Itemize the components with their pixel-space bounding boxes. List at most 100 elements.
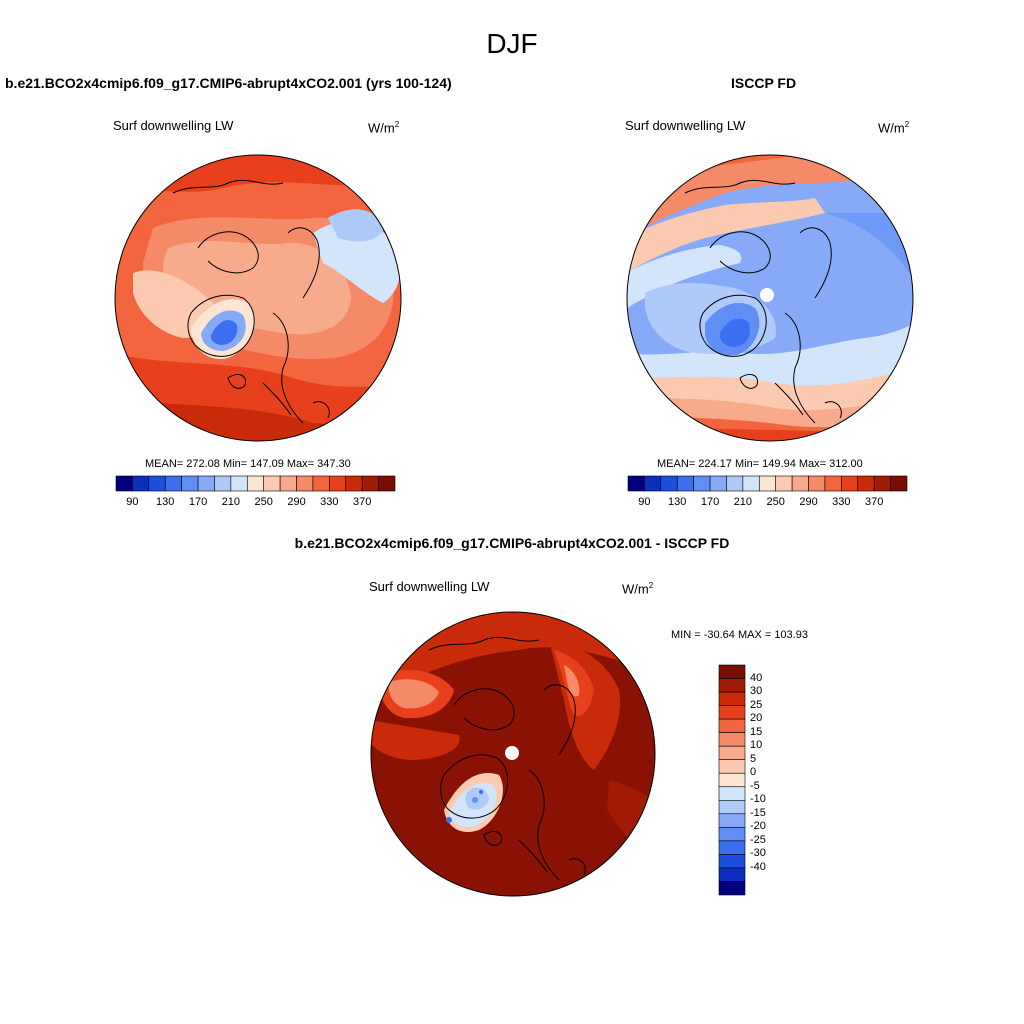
left-colorbar-tick-label: 250: [254, 496, 273, 508]
left-stats: MEAN= 272.08 Min= 147.09 Max= 347.30: [145, 458, 351, 470]
right-colorbar-box: [660, 475, 678, 492]
diff-colorbar-box: [718, 718, 746, 733]
left-colorbar-box: [214, 475, 232, 492]
left-colorbar-box: [296, 475, 314, 492]
left-colorbar-box: [132, 475, 150, 492]
left-colorbar-box: [164, 475, 182, 492]
left-colorbar-tick-label: 330: [320, 496, 339, 508]
right-colorbar-tick-label: 330: [832, 496, 851, 508]
diff-colorbar-box: [718, 732, 746, 747]
left-colorbar-box: [345, 475, 363, 492]
right-colorbar: [627, 475, 908, 492]
left-colorbar-tick-label: 370: [352, 496, 372, 508]
right-colorbar-box: [676, 475, 694, 492]
right-unit-label: W/m2: [878, 120, 910, 136]
left-colorbar-ticks: 90 130 170 210 250 290 330 370: [116, 496, 395, 510]
diff-colorbar-box: [718, 678, 746, 693]
left-colorbar-box: [115, 475, 133, 492]
right-variable-label: Surf downwelling LW: [625, 118, 746, 133]
right-colorbar-box: [758, 475, 776, 492]
right-colorbar-ticks: 90 130 170 210 250 290 330 370: [628, 496, 907, 510]
diff-colorbar-box: [718, 867, 746, 882]
left-colorbar-tick-label: 210: [221, 496, 241, 508]
right-colorbar-tick-label: 130: [668, 496, 687, 508]
right-case-title: ISCCP FD: [731, 75, 797, 91]
left-colorbar-box: [279, 475, 297, 492]
diff-colorbar-tick-label: 40: [750, 671, 763, 684]
diff-colorbar-ticks: 40 30 25 20 15 10 5 0 -5 -10 -15 -20 -25 -30 -40: [750, 665, 790, 895]
left-colorbar-tick-label: 90: [126, 496, 139, 508]
diff-colorbar-box: [718, 759, 746, 774]
diff-colorbar-box: [718, 840, 746, 855]
diff-stats: MIN = -30.64 MAX = 103.93: [671, 629, 808, 641]
diff-colorbar-tick-label: -5: [750, 779, 760, 792]
diff-colorbar-tick-label: 30: [750, 685, 763, 698]
diff-unit-label: W/m2: [622, 581, 654, 597]
diff-colorbar-box: [718, 813, 746, 828]
right-colorbar-box: [709, 475, 727, 492]
left-colorbar-tick-label: 290: [287, 496, 306, 508]
diff-colorbar-box: [718, 854, 746, 869]
left-colorbar-box: [329, 475, 347, 492]
right-colorbar-box: [693, 475, 711, 492]
right-colorbar-box: [644, 475, 662, 492]
right-colorbar-tick-label: 370: [864, 496, 884, 508]
left-colorbar-box: [312, 475, 330, 492]
diff-colorbar-tick-label: 20: [750, 712, 763, 725]
left-polar-map: [114, 154, 402, 442]
diff-colorbar-tick-label: -40: [750, 860, 766, 873]
left-colorbar-box: [246, 475, 264, 492]
right-colorbar-box: [873, 475, 891, 492]
left-colorbar-box: [197, 475, 215, 492]
diff-colorbar-tick-label: 10: [750, 739, 763, 752]
diff-colorbar-tick-label: -30: [750, 847, 766, 860]
left-colorbar-tick-label: 170: [188, 496, 208, 508]
right-colorbar-box: [857, 475, 875, 492]
diff-colorbar-box: [718, 772, 746, 788]
diff-colorbar-box: [718, 664, 746, 679]
diff-colorbar-tick-label: 15: [750, 725, 763, 738]
right-colorbar-box: [627, 475, 645, 492]
diff-colorbar-box: [718, 799, 746, 815]
right-colorbar-tick-label: 250: [766, 496, 785, 508]
diff-colorbar-tick-label: -20: [750, 820, 766, 833]
diff-colorbar-tick-label: -10: [750, 793, 766, 806]
right-colorbar-box: [841, 475, 859, 492]
right-colorbar-tick-label: 170: [700, 496, 720, 508]
left-colorbar-box: [378, 475, 396, 492]
left-case-title: b.e21.BCO2x4cmip6.f09_g17.CMIP6-abrupt4x…: [5, 75, 452, 91]
right-polar-map: [626, 154, 914, 442]
left-variable-label: Surf downwelling LW: [113, 118, 234, 133]
diff-colorbar-tick-label: 25: [750, 698, 763, 711]
right-colorbar-box: [824, 475, 842, 492]
diff-colorbar-box: [718, 705, 746, 720]
diff-case-title: b.e21.BCO2x4cmip6.f09_g17.CMIP6-abrupt4x…: [294, 535, 730, 551]
right-colorbar-tick-label: 210: [733, 496, 753, 508]
right-colorbar-box: [791, 475, 809, 492]
diff-colorbar-box: [718, 691, 746, 706]
diff-colorbar-tick-label: 0: [750, 766, 757, 779]
right-colorbar-box: [742, 475, 760, 492]
diff-colorbar-box: [718, 827, 746, 842]
right-stats: MEAN= 224.17 Min= 149.94 Max= 312.00: [657, 458, 863, 470]
right-colorbar-box: [726, 475, 744, 492]
left-colorbar-box: [148, 475, 166, 492]
left-colorbar-box: [181, 475, 199, 492]
diff-polar-map: [370, 611, 656, 897]
left-unit-label: W/m2: [368, 120, 400, 136]
diff-colorbar-box: [718, 745, 746, 761]
diff-colorbar-box: [718, 786, 746, 801]
season-title: DJF: [486, 28, 538, 59]
diff-colorbar-tick-label: -15: [750, 806, 766, 819]
left-colorbar-tick-label: 130: [156, 496, 175, 508]
right-colorbar-box: [890, 475, 908, 492]
diff-colorbar-tick-label: -25: [750, 833, 766, 846]
right-colorbar-tick-label: 290: [799, 496, 818, 508]
left-colorbar-box: [263, 475, 281, 492]
right-colorbar-box: [775, 475, 793, 492]
diff-colorbar-tick-label: 5: [750, 752, 757, 765]
left-colorbar: [115, 475, 396, 492]
right-colorbar-box: [808, 475, 826, 492]
left-colorbar-box: [361, 475, 379, 492]
left-colorbar-box: [230, 475, 248, 492]
